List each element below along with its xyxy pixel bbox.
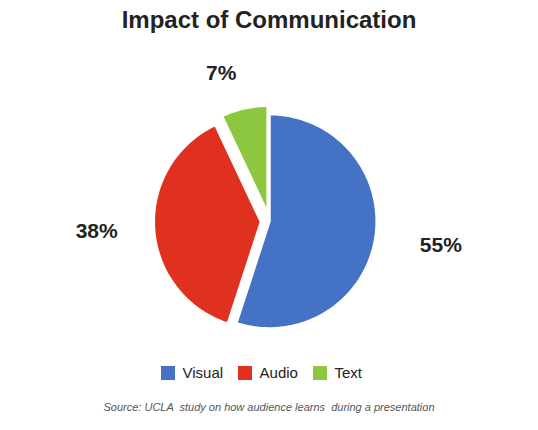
html-text:Audio: Audio bbox=[259, 364, 298, 381]
html-text:Text: Text bbox=[334, 364, 362, 381]
html-text:Impact of Communication: Impact of Communication bbox=[121, 6, 417, 33]
svg-text:55%: 55% bbox=[420, 233, 462, 256]
html-text:Source: UCLA study on how audi: Source: UCLA study on how audience learn… bbox=[103, 400, 435, 413]
svg-text:7%: 7% bbox=[206, 61, 237, 84]
svg-text:38%: 38% bbox=[76, 219, 118, 242]
html-text:Visual: Visual bbox=[182, 364, 224, 381]
